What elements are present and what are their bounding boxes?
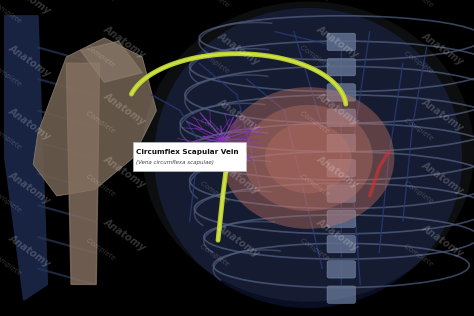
FancyBboxPatch shape <box>327 134 356 152</box>
FancyBboxPatch shape <box>327 84 356 101</box>
Text: Complete: Complete <box>199 0 232 9</box>
Text: Anatomy: Anatomy <box>101 24 147 60</box>
FancyBboxPatch shape <box>327 160 356 177</box>
Text: Anatomy: Anatomy <box>315 24 361 60</box>
Text: Anatomy: Anatomy <box>7 106 53 143</box>
Text: Complete: Complete <box>0 63 24 88</box>
Text: Anatomy: Anatomy <box>215 223 261 259</box>
Text: Anatomy: Anatomy <box>7 43 53 79</box>
Polygon shape <box>66 63 100 284</box>
Text: Complete: Complete <box>403 180 436 205</box>
Text: Anatomy: Anatomy <box>419 97 465 133</box>
Text: Anatomy: Anatomy <box>419 30 465 67</box>
FancyBboxPatch shape <box>133 142 246 171</box>
Text: Complete: Complete <box>299 237 332 262</box>
Text: Complete: Complete <box>199 117 232 142</box>
Text: Complete: Complete <box>403 243 436 269</box>
Ellipse shape <box>222 87 394 229</box>
Text: Anatomy: Anatomy <box>419 223 465 259</box>
Ellipse shape <box>142 2 474 302</box>
Text: Complete: Complete <box>299 44 332 70</box>
Text: Complete: Complete <box>299 173 332 199</box>
Text: Anatomy: Anatomy <box>215 97 261 133</box>
FancyBboxPatch shape <box>327 235 356 253</box>
Text: Anatomy: Anatomy <box>7 0 53 16</box>
Ellipse shape <box>244 105 373 211</box>
Polygon shape <box>5 16 47 300</box>
FancyBboxPatch shape <box>327 58 356 76</box>
Text: Complete: Complete <box>0 189 24 215</box>
Text: Complete: Complete <box>85 173 118 199</box>
Text: Complete: Complete <box>403 0 436 9</box>
Text: Complete: Complete <box>199 243 232 269</box>
Text: Complete: Complete <box>0 252 24 278</box>
Text: Anatomy: Anatomy <box>101 154 147 190</box>
Text: Complete: Complete <box>0 0 24 25</box>
Text: Complete: Complete <box>199 50 232 76</box>
Text: Anatomy: Anatomy <box>215 160 261 196</box>
FancyBboxPatch shape <box>327 185 356 202</box>
Text: Complete: Complete <box>85 237 118 262</box>
Text: Anatomy: Anatomy <box>315 217 361 253</box>
Ellipse shape <box>265 123 351 193</box>
Text: Complete: Complete <box>85 110 118 136</box>
Text: Complete: Complete <box>403 117 436 142</box>
Ellipse shape <box>154 8 462 308</box>
FancyBboxPatch shape <box>327 286 356 303</box>
Text: Complete: Complete <box>85 44 118 70</box>
Text: Anatomy: Anatomy <box>419 160 465 196</box>
Text: Complete: Complete <box>85 0 118 3</box>
Polygon shape <box>81 41 142 82</box>
Text: Complete: Complete <box>0 126 24 152</box>
Text: Anatomy: Anatomy <box>315 154 361 190</box>
FancyBboxPatch shape <box>327 109 356 126</box>
Text: Anatomy: Anatomy <box>315 90 361 127</box>
Text: (Vena circumflexa scapulae): (Vena circumflexa scapulae) <box>136 161 214 166</box>
Text: Anatomy: Anatomy <box>101 90 147 127</box>
FancyBboxPatch shape <box>327 33 356 51</box>
Text: Anatomy: Anatomy <box>215 30 261 67</box>
Text: Circumflex Scapular Vein: Circumflex Scapular Vein <box>136 149 239 155</box>
FancyBboxPatch shape <box>327 210 356 228</box>
Text: Complete: Complete <box>199 180 232 205</box>
Text: Anatomy: Anatomy <box>101 217 147 253</box>
Text: Anatomy: Anatomy <box>7 169 53 206</box>
Text: Complete: Complete <box>403 50 436 76</box>
Text: Complete: Complete <box>299 0 332 3</box>
Text: Anatomy: Anatomy <box>7 233 53 269</box>
FancyBboxPatch shape <box>327 261 356 278</box>
Text: Complete: Complete <box>299 110 332 136</box>
Polygon shape <box>33 38 156 196</box>
